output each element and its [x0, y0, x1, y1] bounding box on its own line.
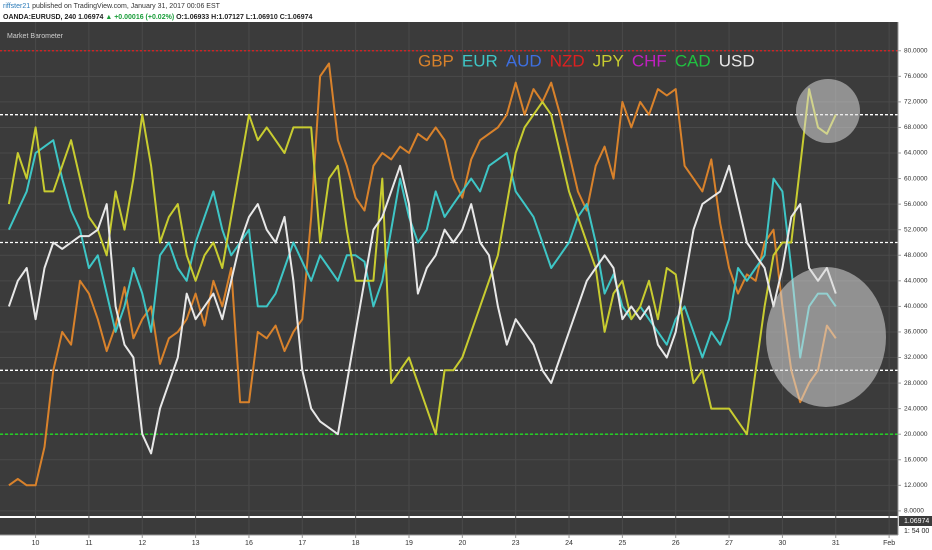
legend-entry: NZD — [550, 51, 585, 70]
legend-entry: USD — [719, 51, 755, 70]
x-tick-label: 27 — [725, 540, 733, 547]
y-tick-label: 44.0000 — [904, 278, 928, 285]
series-line — [7, 139, 837, 359]
x-tick-label: 24 — [565, 540, 573, 547]
x-tick-label: 30 — [779, 540, 787, 547]
x-tick-label: 12 — [138, 540, 146, 547]
x-tick-label: 31 — [832, 540, 840, 547]
ohlc: H:1.07127 — [211, 14, 244, 21]
legend-entry: CAD — [675, 51, 711, 70]
change: ▲ +0.00016 (+0.02%) — [105, 14, 174, 21]
y-tick-label: 60.0000 — [904, 175, 928, 182]
highlight-circle — [796, 79, 860, 143]
y-tick-label: 8.0000 — [904, 508, 924, 515]
levels — [0, 50, 898, 435]
symbol-line: OANDA:EURUSD, 240 1.06974 ▲ +0.00016 (+0… — [3, 14, 312, 21]
y-tick-label: 12.0000 — [904, 482, 928, 489]
x-tick-label: 18 — [352, 540, 360, 547]
x-tick-label: 26 — [672, 540, 680, 547]
legend: GBP EUR AUD NZD JPY CHF CAD USD — [418, 51, 755, 70]
last-price: 1.06974 — [904, 518, 929, 525]
x-tick-label: Feb — [883, 540, 895, 547]
countdown: 1: 54 00 — [904, 528, 929, 535]
y-tick-label: 24.0000 — [904, 405, 928, 412]
y-tick-label: 36.0000 — [904, 329, 928, 336]
x-tick-label: 16 — [245, 540, 253, 547]
ohlc: O:1.06933 — [176, 14, 209, 21]
symbol: OANDA:EURUSD, 240 — [3, 14, 76, 21]
series-line — [7, 164, 837, 455]
y-tick-label: 52.0000 — [904, 226, 928, 233]
x-tick-label: 17 — [298, 540, 306, 547]
x-tick-label: 20 — [458, 540, 466, 547]
legend-entry: JPY — [593, 51, 624, 70]
author: riffster21 — [3, 3, 30, 10]
legend-entry: AUD — [506, 51, 542, 70]
plot-area — [0, 22, 898, 516]
header-line: riffster21 published on TradingView.com,… — [3, 3, 221, 10]
x-tick-label: 19 — [405, 540, 413, 547]
series-line — [7, 88, 837, 436]
x-tick-label: 25 — [618, 540, 626, 547]
x-tick-label: 11 — [85, 540, 92, 547]
x-tick-label: 13 — [192, 540, 200, 547]
y-tick-label: 40.0000 — [904, 303, 928, 310]
y-tick-label: 80.0000 — [904, 47, 928, 54]
y-tick-label: 16.0000 — [904, 456, 928, 463]
y-tick-label: 28.0000 — [904, 380, 928, 387]
x-tick-label: 10 — [32, 540, 40, 547]
lines — [7, 62, 837, 487]
ohlc: L:1.06910 — [246, 14, 278, 21]
published: published on TradingView.com, January 31… — [32, 3, 221, 10]
y-tick-label: 56.0000 — [904, 201, 928, 208]
price-pane — [0, 518, 898, 535]
y-tick-label: 48.0000 — [904, 252, 928, 259]
y-tick-label: 68.0000 — [904, 124, 928, 131]
legend-entry: GBP — [418, 51, 454, 70]
highlight-circle — [766, 267, 886, 407]
legend-entry: EUR — [462, 51, 498, 70]
last-price-box — [899, 516, 932, 526]
axes: 8.0000 12.0000 16.0000 20.0000 24.0000 28.000… — [32, 47, 928, 546]
y-tick-label: 20.0000 — [904, 431, 928, 438]
legend-entry: CHF — [632, 51, 667, 70]
price: 1.06974 — [78, 14, 103, 21]
y-tick-label: 72.0000 — [904, 99, 928, 106]
ohlc: C:1.06974 — [280, 14, 313, 21]
y-tick-label: 76.0000 — [904, 73, 928, 80]
x-tick-label: 23 — [512, 540, 520, 547]
y-tick-label: 64.0000 — [904, 150, 928, 157]
y-tick-label: 32.0000 — [904, 354, 928, 361]
